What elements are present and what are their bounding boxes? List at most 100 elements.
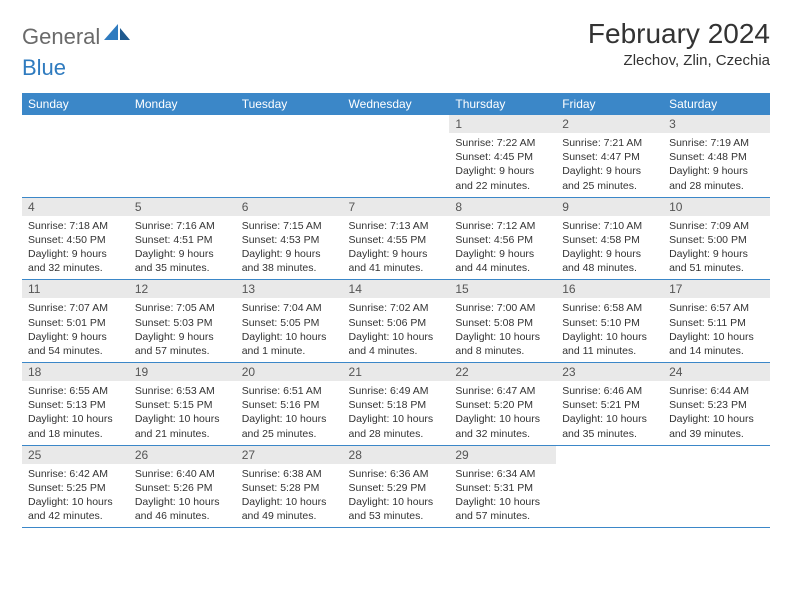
day-number: 2 xyxy=(556,115,663,133)
daylight: Daylight: 10 hours and 35 minutes. xyxy=(562,412,657,440)
daylight: Daylight: 9 hours and 22 minutes. xyxy=(455,164,550,192)
day-info: Sunrise: 7:04 AMSunset: 5:05 PMDaylight:… xyxy=(236,298,343,362)
daylight: Daylight: 10 hours and 11 minutes. xyxy=(562,330,657,358)
day-cell: 18Sunrise: 6:55 AMSunset: 5:13 PMDayligh… xyxy=(22,363,129,446)
day-header-friday: Friday xyxy=(556,93,663,115)
sunrise: Sunrise: 6:47 AM xyxy=(455,384,550,398)
day-number: 22 xyxy=(449,363,556,381)
month-title: February 2024 xyxy=(588,18,770,50)
day-header-wednesday: Wednesday xyxy=(343,93,450,115)
sunrise: Sunrise: 6:53 AM xyxy=(135,384,230,398)
logo: General xyxy=(22,18,132,50)
day-cell: 11Sunrise: 7:07 AMSunset: 5:01 PMDayligh… xyxy=(22,280,129,363)
day-info: Sunrise: 7:12 AMSunset: 4:56 PMDaylight:… xyxy=(449,216,556,280)
day-info: Sunrise: 7:18 AMSunset: 4:50 PMDaylight:… xyxy=(22,216,129,280)
day-info: Sunrise: 6:47 AMSunset: 5:20 PMDaylight:… xyxy=(449,381,556,445)
day-number: 20 xyxy=(236,363,343,381)
day-cell: 25Sunrise: 6:42 AMSunset: 5:25 PMDayligh… xyxy=(22,445,129,528)
sunrise: Sunrise: 6:46 AM xyxy=(562,384,657,398)
day-info: Sunrise: 7:16 AMSunset: 4:51 PMDaylight:… xyxy=(129,216,236,280)
sunset: Sunset: 5:26 PM xyxy=(135,481,230,495)
sunrise: Sunrise: 6:49 AM xyxy=(349,384,444,398)
sunrise: Sunrise: 7:12 AM xyxy=(455,219,550,233)
day-cell: 21Sunrise: 6:49 AMSunset: 5:18 PMDayligh… xyxy=(343,363,450,446)
day-header-monday: Monday xyxy=(129,93,236,115)
day-info: Sunrise: 7:00 AMSunset: 5:08 PMDaylight:… xyxy=(449,298,556,362)
day-header-row: SundayMondayTuesdayWednesdayThursdayFrid… xyxy=(22,93,770,115)
day-cell: 14Sunrise: 7:02 AMSunset: 5:06 PMDayligh… xyxy=(343,280,450,363)
day-cell: 3Sunrise: 7:19 AMSunset: 4:48 PMDaylight… xyxy=(663,115,770,197)
day-number: 26 xyxy=(129,446,236,464)
empty-cell xyxy=(129,115,236,197)
daylight: Daylight: 10 hours and 14 minutes. xyxy=(669,330,764,358)
day-info: Sunrise: 7:02 AMSunset: 5:06 PMDaylight:… xyxy=(343,298,450,362)
day-header-tuesday: Tuesday xyxy=(236,93,343,115)
sunrise: Sunrise: 7:00 AM xyxy=(455,301,550,315)
day-cell: 2Sunrise: 7:21 AMSunset: 4:47 PMDaylight… xyxy=(556,115,663,197)
sunrise: Sunrise: 7:15 AM xyxy=(242,219,337,233)
daylight: Daylight: 9 hours and 54 minutes. xyxy=(28,330,123,358)
day-info: Sunrise: 7:10 AMSunset: 4:58 PMDaylight:… xyxy=(556,216,663,280)
daylight: Daylight: 10 hours and 39 minutes. xyxy=(669,412,764,440)
day-cell: 16Sunrise: 6:58 AMSunset: 5:10 PMDayligh… xyxy=(556,280,663,363)
logo-text-dark: General xyxy=(22,24,100,50)
calendar-table: SundayMondayTuesdayWednesdayThursdayFrid… xyxy=(22,93,770,528)
day-header-sunday: Sunday xyxy=(22,93,129,115)
sunset: Sunset: 5:05 PM xyxy=(242,316,337,330)
sunrise: Sunrise: 6:55 AM xyxy=(28,384,123,398)
day-info: Sunrise: 6:46 AMSunset: 5:21 PMDaylight:… xyxy=(556,381,663,445)
empty-cell xyxy=(556,445,663,528)
sunrise: Sunrise: 7:10 AM xyxy=(562,219,657,233)
daylight: Daylight: 9 hours and 51 minutes. xyxy=(669,247,764,275)
daylight: Daylight: 10 hours and 21 minutes. xyxy=(135,412,230,440)
daylight: Daylight: 9 hours and 32 minutes. xyxy=(28,247,123,275)
sunset: Sunset: 5:29 PM xyxy=(349,481,444,495)
sunset: Sunset: 5:00 PM xyxy=(669,233,764,247)
logo-text-blue: Blue xyxy=(22,55,66,80)
day-number: 8 xyxy=(449,198,556,216)
sunset: Sunset: 4:53 PM xyxy=(242,233,337,247)
empty-cell xyxy=(236,115,343,197)
sunset: Sunset: 4:56 PM xyxy=(455,233,550,247)
day-info: Sunrise: 7:07 AMSunset: 5:01 PMDaylight:… xyxy=(22,298,129,362)
sunrise: Sunrise: 6:40 AM xyxy=(135,467,230,481)
day-header-thursday: Thursday xyxy=(449,93,556,115)
day-info: Sunrise: 6:44 AMSunset: 5:23 PMDaylight:… xyxy=(663,381,770,445)
daylight: Daylight: 9 hours and 35 minutes. xyxy=(135,247,230,275)
sunrise: Sunrise: 7:02 AM xyxy=(349,301,444,315)
day-cell: 4Sunrise: 7:18 AMSunset: 4:50 PMDaylight… xyxy=(22,197,129,280)
sunset: Sunset: 5:21 PM xyxy=(562,398,657,412)
week-row: 1Sunrise: 7:22 AMSunset: 4:45 PMDaylight… xyxy=(22,115,770,197)
day-header-saturday: Saturday xyxy=(663,93,770,115)
daylight: Daylight: 9 hours and 48 minutes. xyxy=(562,247,657,275)
day-info: Sunrise: 7:22 AMSunset: 4:45 PMDaylight:… xyxy=(449,133,556,197)
sunrise: Sunrise: 7:22 AM xyxy=(455,136,550,150)
sunset: Sunset: 4:47 PM xyxy=(562,150,657,164)
day-cell: 6Sunrise: 7:15 AMSunset: 4:53 PMDaylight… xyxy=(236,197,343,280)
daylight: Daylight: 10 hours and 46 minutes. xyxy=(135,495,230,523)
day-info: Sunrise: 7:21 AMSunset: 4:47 PMDaylight:… xyxy=(556,133,663,197)
sunrise: Sunrise: 7:13 AM xyxy=(349,219,444,233)
sunset: Sunset: 5:18 PM xyxy=(349,398,444,412)
sunset: Sunset: 4:58 PM xyxy=(562,233,657,247)
sunset: Sunset: 5:31 PM xyxy=(455,481,550,495)
daylight: Daylight: 10 hours and 32 minutes. xyxy=(455,412,550,440)
sunrise: Sunrise: 7:19 AM xyxy=(669,136,764,150)
day-cell: 10Sunrise: 7:09 AMSunset: 5:00 PMDayligh… xyxy=(663,197,770,280)
empty-cell xyxy=(22,115,129,197)
calendar-body: 1Sunrise: 7:22 AMSunset: 4:45 PMDaylight… xyxy=(22,115,770,528)
week-row: 18Sunrise: 6:55 AMSunset: 5:13 PMDayligh… xyxy=(22,363,770,446)
sunset: Sunset: 4:45 PM xyxy=(455,150,550,164)
empty-cell xyxy=(343,115,450,197)
sunset: Sunset: 5:28 PM xyxy=(242,481,337,495)
sunset: Sunset: 5:25 PM xyxy=(28,481,123,495)
day-number: 21 xyxy=(343,363,450,381)
daylight: Daylight: 10 hours and 4 minutes. xyxy=(349,330,444,358)
day-number: 10 xyxy=(663,198,770,216)
day-number: 9 xyxy=(556,198,663,216)
sunset: Sunset: 5:16 PM xyxy=(242,398,337,412)
sunrise: Sunrise: 6:34 AM xyxy=(455,467,550,481)
daylight: Daylight: 10 hours and 42 minutes. xyxy=(28,495,123,523)
day-number: 13 xyxy=(236,280,343,298)
day-cell: 8Sunrise: 7:12 AMSunset: 4:56 PMDaylight… xyxy=(449,197,556,280)
